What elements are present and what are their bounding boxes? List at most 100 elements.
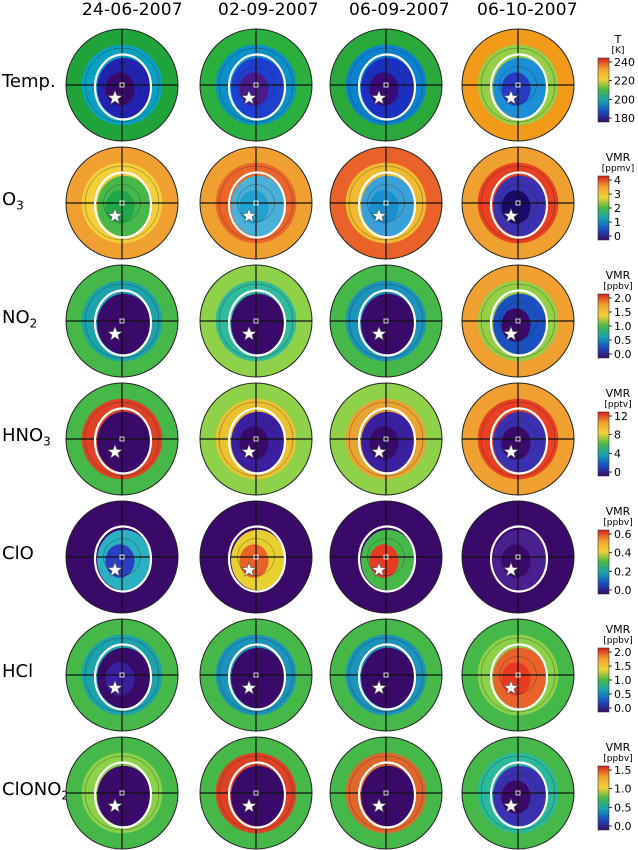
svg-text:VMR: VMR bbox=[606, 505, 631, 518]
date-label-4: 06-10-2007 bbox=[477, 0, 578, 20]
station-star-icon bbox=[371, 325, 387, 341]
row-label-4: ClO bbox=[2, 543, 34, 564]
polar-map-r2-c0 bbox=[65, 264, 179, 378]
polar-map-r2-c2 bbox=[329, 264, 443, 378]
polar-map-r6-c2 bbox=[329, 736, 443, 850]
polar-map-r2-c3 bbox=[461, 264, 575, 378]
station-star-icon bbox=[503, 561, 519, 577]
svg-text:[ppmv]: [ppmv] bbox=[602, 164, 635, 174]
polar-map-r2-c1 bbox=[199, 264, 313, 378]
colorbar-6: VMR[ppbv]1.5 1.0 0.5 0.0 bbox=[597, 741, 633, 833]
colorbar-tick-label: 240 bbox=[614, 56, 635, 69]
svg-text:[K]: [K] bbox=[612, 46, 625, 56]
colorbar-2: VMR[ppbv]2.01.51.00.50.0 bbox=[597, 269, 633, 361]
colorbar-tick-label: 2.0 bbox=[614, 292, 632, 305]
colorbar-tick-label: 0.6 bbox=[614, 528, 632, 541]
colorbar-tick-label: 0.0 bbox=[614, 820, 632, 833]
colorbar-tick-label: 0.5 bbox=[614, 801, 632, 814]
station-star-icon bbox=[503, 89, 519, 105]
colorbar-tick-label: 1.0 bbox=[614, 674, 632, 687]
station-star-icon bbox=[371, 679, 387, 695]
colorbar-tick-label: 2 bbox=[614, 202, 621, 215]
colorbar-tick-label: 4 bbox=[614, 447, 621, 460]
colorbar-tick-label: 0 bbox=[614, 230, 621, 243]
svg-text:VMR: VMR bbox=[606, 741, 631, 754]
polar-map-r6-c3 bbox=[461, 736, 575, 850]
station-star-icon bbox=[107, 797, 123, 813]
polar-map-r5-c3 bbox=[461, 618, 575, 732]
colorbar-tick-label: 0.2 bbox=[614, 565, 632, 578]
polar-map-r5-c1 bbox=[199, 618, 313, 732]
station-star-icon bbox=[241, 89, 257, 105]
station-star-icon bbox=[371, 207, 387, 223]
row-label-1: O3 bbox=[2, 189, 24, 213]
svg-text:VMR: VMR bbox=[606, 151, 631, 164]
colorbar-tick-label: 8 bbox=[614, 429, 621, 442]
colorbar-tick-label: 1.5 bbox=[614, 764, 632, 777]
svg-text:[ppbv]: [ppbv] bbox=[603, 518, 633, 528]
station-star-icon bbox=[241, 679, 257, 695]
date-label-2: 02-09-2007 bbox=[218, 0, 319, 20]
station-star-icon bbox=[503, 797, 519, 813]
colorbar-tick-label: 220 bbox=[614, 75, 635, 88]
row-label-5: HCl bbox=[2, 661, 34, 682]
polar-map-r4-c3 bbox=[461, 500, 575, 614]
date-label-1: 24-06-2007 bbox=[82, 0, 183, 20]
station-star-icon bbox=[241, 207, 257, 223]
station-star-icon bbox=[371, 561, 387, 577]
svg-text:[ppbv]: [ppbv] bbox=[603, 636, 633, 646]
station-star-icon bbox=[503, 207, 519, 223]
polar-map-r6-c1 bbox=[199, 736, 313, 850]
colorbar-tick-label: 1.5 bbox=[614, 660, 632, 673]
svg-text:VMR: VMR bbox=[606, 269, 631, 282]
polar-map-r1-c2 bbox=[329, 146, 443, 260]
station-star-icon bbox=[107, 89, 123, 105]
station-star-icon bbox=[371, 89, 387, 105]
colorbar-tick-label: 4 bbox=[614, 174, 621, 187]
station-star-icon bbox=[107, 679, 123, 695]
colorbar-tick-label: 1.0 bbox=[614, 783, 632, 796]
station-star-icon bbox=[107, 207, 123, 223]
colorbar-0: T[K]240 220 200 180 bbox=[597, 33, 635, 125]
svg-text:[ppbv]: [ppbv] bbox=[603, 282, 633, 292]
polar-map-r0-c3 bbox=[461, 28, 575, 142]
polar-map-r5-c0 bbox=[65, 618, 179, 732]
polar-map-r6-c0 bbox=[65, 736, 179, 850]
polar-map-r4-c0 bbox=[65, 500, 179, 614]
colorbar-tick-label: 2.0 bbox=[614, 646, 632, 659]
polar-map-r3-c2 bbox=[329, 382, 443, 496]
colorbar-tick-label: 0.0 bbox=[614, 702, 632, 715]
colorbar-tick-label: 0.4 bbox=[614, 547, 632, 560]
colorbar-tick-label: 1.5 bbox=[614, 306, 632, 319]
colorbar-tick-label: 0.5 bbox=[614, 334, 632, 347]
polar-map-r5-c2 bbox=[329, 618, 443, 732]
svg-text:T: T bbox=[614, 33, 622, 46]
svg-text:[ppbv]: [ppbv] bbox=[603, 754, 633, 764]
colorbar-5: VMR[ppbv]2.01.51.00.50.0 bbox=[597, 623, 633, 715]
row-label-2: NO2 bbox=[2, 307, 38, 331]
station-star-icon bbox=[503, 443, 519, 459]
polar-map-r0-c0 bbox=[65, 28, 179, 142]
station-star-icon bbox=[241, 797, 257, 813]
svg-text:VMR: VMR bbox=[606, 387, 631, 400]
svg-text:VMR: VMR bbox=[606, 623, 631, 636]
polar-map-r1-c3 bbox=[461, 146, 575, 260]
polar-map-r3-c0 bbox=[65, 382, 179, 496]
polar-map-r3-c1 bbox=[199, 382, 313, 496]
colorbar-tick-label: 3 bbox=[614, 188, 621, 201]
station-star-icon bbox=[241, 443, 257, 459]
polar-map-r0-c2 bbox=[329, 28, 443, 142]
colorbar-tick-label: 1.0 bbox=[614, 320, 632, 333]
colorbar-4: VMR[ppbv]0.6 0.4 0.2 0.0 bbox=[597, 505, 633, 597]
row-label-6: ClONO2 bbox=[2, 779, 70, 803]
row-label-0: Temp. bbox=[2, 71, 56, 92]
colorbar-tick-label: 0.0 bbox=[614, 584, 632, 597]
station-star-icon bbox=[107, 325, 123, 341]
station-star-icon bbox=[371, 443, 387, 459]
row-label-3: HNO3 bbox=[2, 425, 51, 449]
station-star-icon bbox=[107, 443, 123, 459]
station-star-icon bbox=[503, 679, 519, 695]
